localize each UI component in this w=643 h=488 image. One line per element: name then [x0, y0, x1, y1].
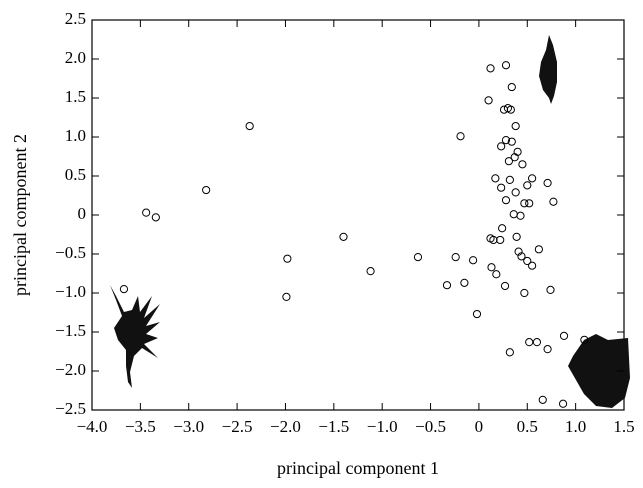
- y-tick-label: 0: [78, 204, 87, 223]
- data-point: [544, 179, 551, 186]
- data-point: [526, 200, 533, 207]
- data-point: [547, 286, 554, 293]
- y-tick-label: −2.5: [55, 399, 86, 418]
- data-point: [519, 161, 526, 168]
- x-tick-label: −4.0: [77, 417, 108, 436]
- data-point: [529, 175, 536, 182]
- data-point: [508, 83, 515, 90]
- data-point: [367, 268, 374, 275]
- data-point: [203, 186, 210, 193]
- data-point: [499, 225, 506, 232]
- data-point: [517, 212, 524, 219]
- data-point: [497, 236, 504, 243]
- data-point: [506, 176, 513, 183]
- data-point: [513, 233, 520, 240]
- y-tick-label: −0.5: [55, 243, 86, 262]
- data-point: [470, 257, 477, 264]
- data-point: [152, 214, 159, 221]
- data-point: [487, 65, 494, 72]
- data-point: [443, 282, 450, 289]
- x-tick-label: 0.5: [517, 417, 538, 436]
- data-point: [414, 254, 421, 261]
- data-point: [246, 122, 253, 129]
- data-point: [506, 349, 513, 356]
- data-point: [526, 339, 533, 346]
- chart: principal component 1 principal componen…: [0, 0, 643, 488]
- data-point: [514, 148, 521, 155]
- x-tick-label: −0.5: [415, 417, 446, 436]
- data-point: [498, 143, 505, 150]
- shell-silhouette: [110, 285, 160, 388]
- data-point: [457, 133, 464, 140]
- data-point: [539, 396, 546, 403]
- data-point: [505, 158, 512, 165]
- data-point: [560, 332, 567, 339]
- y-tick-label: 1.5: [65, 87, 86, 106]
- data-point: [485, 97, 492, 104]
- x-tick-label: 0: [475, 417, 484, 436]
- data-point: [492, 175, 499, 182]
- x-tick-label: −1.0: [367, 417, 398, 436]
- data-point: [510, 211, 517, 218]
- data-point: [452, 254, 459, 261]
- data-point: [502, 62, 509, 69]
- data-point: [340, 233, 347, 240]
- data-point: [493, 271, 500, 278]
- data-point: [544, 346, 551, 353]
- x-tick-label: −2.0: [270, 417, 301, 436]
- y-tick-label: −2.0: [55, 360, 86, 379]
- data-point: [488, 264, 495, 271]
- data-point: [120, 286, 127, 293]
- data-point: [550, 198, 557, 205]
- data-point: [535, 246, 542, 253]
- data-point: [284, 255, 291, 262]
- y-tick-label: 0.5: [65, 165, 86, 184]
- y-axis-title: principal component 2: [10, 134, 30, 296]
- data-point: [501, 282, 508, 289]
- data-point: [521, 289, 528, 296]
- x-axis-title: principal component 1: [277, 458, 439, 478]
- data-point: [461, 279, 468, 286]
- data-point: [512, 122, 519, 129]
- data-point: [512, 189, 519, 196]
- data-point: [502, 197, 509, 204]
- shell-silhouette: [539, 35, 557, 104]
- data-point: [533, 339, 540, 346]
- data-point: [473, 310, 480, 317]
- x-tick-label: 1.5: [613, 417, 634, 436]
- data-point: [498, 184, 505, 191]
- data-point: [529, 262, 536, 269]
- y-tick-label: 1.0: [65, 126, 86, 145]
- x-tick-label: −3.5: [125, 417, 156, 436]
- data-point: [524, 182, 531, 189]
- data-point: [559, 400, 566, 407]
- page: {"chart_data": {"type": "scatter", "x_la…: [0, 0, 643, 488]
- x-tick-label: −1.5: [318, 417, 349, 436]
- x-tick-label: −2.5: [222, 417, 253, 436]
- x-tick-label: 1.0: [565, 417, 586, 436]
- y-tick-label: 2.0: [65, 48, 86, 67]
- y-tick-label: 2.5: [65, 9, 86, 28]
- data-point: [143, 209, 150, 216]
- y-tick-label: −1.5: [55, 321, 86, 340]
- x-tick-label: −3.0: [173, 417, 204, 436]
- y-tick-label: −1.0: [55, 282, 86, 301]
- data-point: [283, 293, 290, 300]
